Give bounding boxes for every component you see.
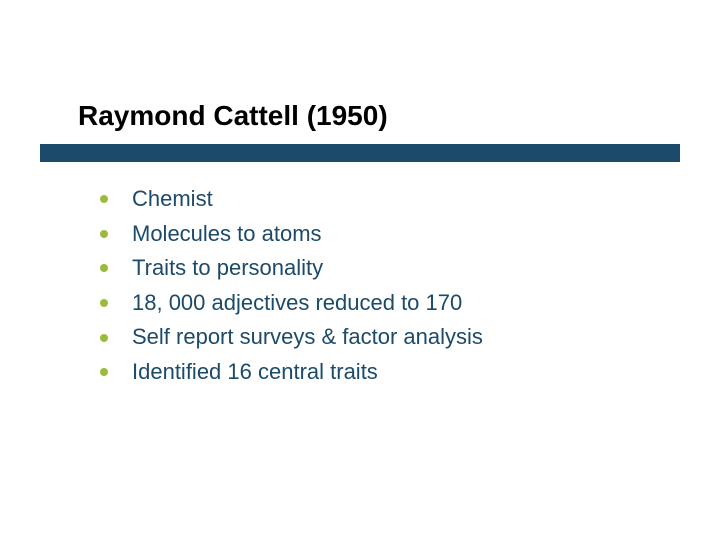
bullet-icon — [100, 368, 108, 376]
bullet-text: Self report surveys & factor analysis — [132, 323, 483, 352]
bullet-text: Identified 16 central traits — [132, 358, 378, 387]
bullet-item: Self report surveys & factor analysis — [100, 323, 660, 352]
body-area: Chemist Molecules to atoms Traits to per… — [100, 185, 660, 393]
bullet-icon — [100, 230, 108, 238]
bullet-icon — [100, 264, 108, 272]
bullet-item: Molecules to atoms — [100, 220, 660, 249]
title-area: Raymond Cattell (1950) — [78, 100, 658, 140]
bullet-text: Molecules to atoms — [132, 220, 322, 249]
bullet-item: Identified 16 central traits — [100, 358, 660, 387]
slide: Raymond Cattell (1950) Chemist Molecules… — [0, 0, 720, 540]
slide-title: Raymond Cattell (1950) — [78, 100, 658, 132]
title-underline-bar — [40, 144, 680, 162]
bullet-text: Traits to personality — [132, 254, 323, 283]
bullet-text: 18, 000 adjectives reduced to 170 — [132, 289, 462, 318]
bullet-icon — [100, 334, 108, 342]
bullet-item: Traits to personality — [100, 254, 660, 283]
bullet-icon — [100, 299, 108, 307]
bullet-text: Chemist — [132, 185, 213, 214]
bullet-item: Chemist — [100, 185, 660, 214]
bullet-icon — [100, 195, 108, 203]
bullet-item: 18, 000 adjectives reduced to 170 — [100, 289, 660, 318]
